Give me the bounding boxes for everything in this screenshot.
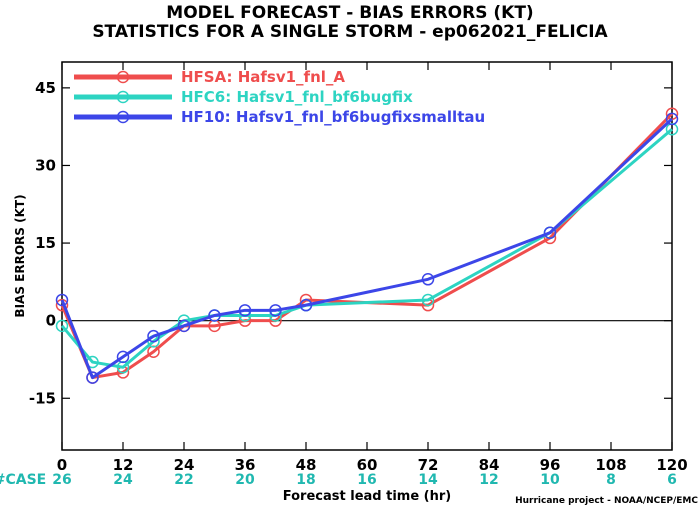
x-tick-label: 60 <box>357 456 378 474</box>
data-point-hf10 <box>299 298 313 312</box>
x-tick-label: 108 <box>595 456 626 474</box>
data-point-hf10 <box>55 293 69 307</box>
x-tick-label: 36 <box>235 456 256 474</box>
legend-label-hfsa: HFSA: Hafsv1_fnl_A <box>181 68 345 86</box>
data-point-hf10 <box>208 309 221 322</box>
series-line-hfc6 <box>60 128 673 369</box>
case-count: 14 <box>418 472 438 488</box>
legend-label-hf10: HF10: Hafsv1_fnl_bf6bugfixsmalltau <box>181 108 485 126</box>
data-point-hf10 <box>86 371 99 384</box>
data-point-hfsa <box>55 298 69 312</box>
series-layer <box>55 107 679 384</box>
data-point-hf10 <box>665 112 679 126</box>
case-count: 20 <box>235 472 255 488</box>
y-tick-label: 0 <box>46 312 56 330</box>
series-line-hf10 <box>60 117 674 380</box>
x-axis-label: Forecast lead time (hr) <box>283 489 451 504</box>
credit-text: Hurricane project - NOAA/NCEP/EMC <box>515 496 698 506</box>
data-point-hf10 <box>116 350 130 364</box>
y-axis-label: BIAS ERRORS (KT) <box>13 194 27 317</box>
data-point-hfc6 <box>421 293 435 307</box>
x-tick-label: 72 <box>418 456 439 474</box>
legend-label-hfc6: HFC6: Hafsv1_fnl_bf6bugfix <box>181 88 413 106</box>
x-axis-ticks: 0 12 24 36 48 60 72 84 96 108 120 <box>57 62 688 474</box>
case-count: 18 <box>296 472 315 488</box>
case-count: 26 <box>52 472 71 488</box>
data-point-hf10 <box>421 273 435 286</box>
case-count: 12 <box>479 472 498 488</box>
y-axis-ticks: -15 0 15 30 45 <box>29 79 672 407</box>
x-tick-label: 48 <box>296 456 317 474</box>
x-tick-label: 120 <box>656 456 687 474</box>
y-tick-label: -15 <box>29 389 56 407</box>
data-point-hf10 <box>238 304 252 317</box>
case-count: 22 <box>174 472 193 488</box>
data-point-hf10 <box>543 226 557 239</box>
legend-marker-hfsa <box>116 70 130 84</box>
y-tick-label: 15 <box>35 234 56 252</box>
data-point-hf10 <box>177 319 191 333</box>
case-count-row: #CASE 26 24 22 20 18 16 14 12 10 8 6 <box>0 472 677 488</box>
case-count: 6 <box>667 472 677 488</box>
case-count: 8 <box>606 472 616 488</box>
series-hfsa <box>55 107 679 384</box>
chart-subtitle: STATISTICS FOR A SINGLE STORM - ep062021… <box>92 22 608 42</box>
x-tick-label: 96 <box>540 456 561 474</box>
case-count: 24 <box>113 472 133 488</box>
x-tick-label: 12 <box>113 456 134 474</box>
data-point-hfc6 <box>55 319 69 333</box>
data-point-hf10 <box>269 304 282 317</box>
case-label: #CASE <box>0 472 46 488</box>
case-count: 10 <box>540 472 560 488</box>
legend: HFSA: Hafsv1_fnl_A HFC6: Hafsv1_fnl_bf6bu… <box>74 68 485 126</box>
x-tick-label: 84 <box>479 456 500 474</box>
case-count: 16 <box>357 472 376 488</box>
chart-title: MODEL FORECAST - BIAS ERRORS (KT) <box>166 3 533 23</box>
series-hfc6 <box>55 123 679 374</box>
x-tick-label: 0 <box>57 456 67 474</box>
y-tick-label: 45 <box>35 79 56 97</box>
y-tick-label: 30 <box>35 156 56 174</box>
legend-marker-hf10 <box>116 110 130 124</box>
x-tick-label: 24 <box>174 456 195 474</box>
legend-marker-hfc6 <box>116 90 130 104</box>
data-point-hf10 <box>147 329 160 343</box>
series-hf10 <box>55 112 679 384</box>
